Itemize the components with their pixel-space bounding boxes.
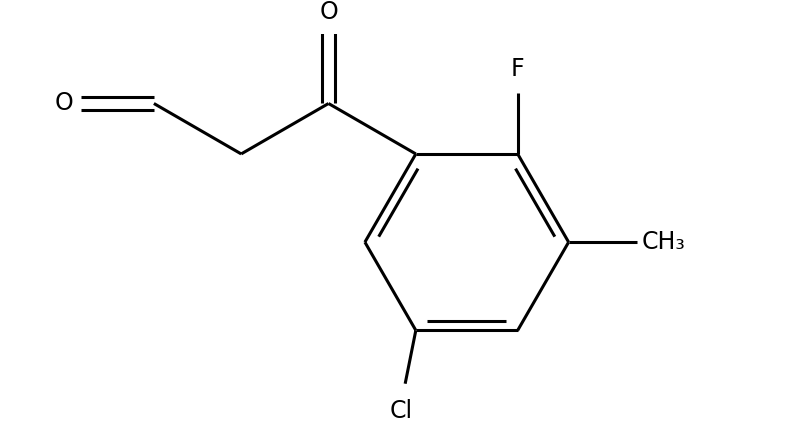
Text: F: F [511,57,525,81]
Text: Cl: Cl [390,399,413,423]
Text: CH₃: CH₃ [641,230,686,254]
Text: O: O [319,0,338,24]
Text: O: O [54,92,73,116]
